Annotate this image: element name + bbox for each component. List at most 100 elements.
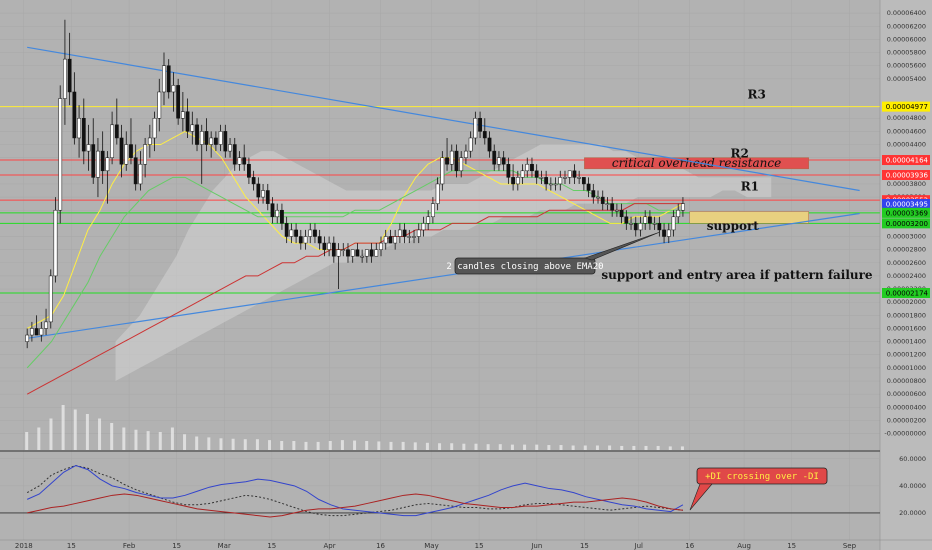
trendlines	[27, 46, 860, 339]
price-tag	[882, 287, 930, 298]
candle-body	[629, 223, 633, 225]
indicator-callout-text: +DI crossing over -DI	[705, 472, 819, 482]
candle-body	[171, 85, 176, 93]
candle-body	[322, 242, 327, 250]
candle-body	[402, 229, 407, 237]
candle-body	[468, 137, 473, 152]
price-tick-label: 0.00006200	[887, 22, 926, 30]
candle-body	[652, 223, 657, 225]
candle-body	[369, 249, 374, 257]
volume-bar	[401, 441, 405, 450]
candle-body	[374, 249, 379, 257]
candle-body	[596, 196, 600, 199]
candle-body	[265, 190, 270, 204]
price-tick-label: 0.00003800	[887, 180, 926, 188]
time-tick-label: Aug	[737, 542, 751, 550]
price-tick-label: 0.00001200	[887, 351, 926, 359]
candle-body	[563, 177, 567, 179]
price-tag-label: 0.00003936	[886, 172, 929, 180]
volume-bar	[668, 446, 672, 450]
price-tick-label: 0.00000400	[887, 403, 926, 411]
annotation-label: support and entry area if pattern failur…	[601, 268, 873, 282]
volume-bar	[134, 429, 138, 450]
volume-bar	[146, 431, 150, 450]
time-tick-label: 15	[267, 542, 276, 550]
candle-body	[129, 144, 133, 158]
candle-body	[190, 124, 195, 132]
price-tag	[882, 218, 930, 229]
time-tick-label: 2018	[15, 542, 33, 550]
price-tick-label: 0.00000800	[887, 377, 926, 385]
volume-bar	[510, 444, 514, 450]
zone-box	[689, 211, 809, 224]
time-tick-label: Apr	[324, 542, 336, 550]
candle-body	[275, 209, 280, 218]
candle-body	[515, 177, 520, 185]
candle-body	[247, 163, 251, 178]
time-axis[interactable]: 2018 15 Feb 15 Mar 15 Apr 16 May 15 Jun 15 Jul 16 Aug 1…	[15, 542, 857, 550]
candle-body	[610, 203, 615, 211]
price-tick-label: 0.00003000	[887, 232, 926, 240]
volume-bar	[316, 441, 320, 450]
candle-body	[251, 177, 256, 185]
price-tick-label: 0.00000600	[887, 390, 926, 398]
price-tag	[882, 101, 930, 112]
candle-body	[591, 190, 596, 198]
volume-bar	[571, 445, 575, 450]
candle-body	[138, 163, 143, 185]
candle-body	[525, 163, 530, 172]
volume-bar	[413, 442, 417, 450]
candle-body	[242, 157, 247, 165]
candle-body	[407, 236, 412, 238]
candle-body	[619, 209, 624, 218]
volume-bar	[438, 443, 442, 450]
candle-body	[96, 150, 100, 178]
volume-bar	[195, 436, 199, 450]
candle-body	[67, 58, 72, 93]
candle-body	[558, 177, 563, 185]
candle-body	[289, 229, 294, 237]
volume-bar	[328, 441, 332, 450]
candle-body	[58, 98, 63, 211]
candle-body	[341, 249, 346, 251]
candle-body	[492, 150, 497, 165]
candle-body	[501, 157, 506, 165]
price-tick-label: -0.00000000	[884, 430, 926, 438]
price-tick-label: 0.00001400	[887, 338, 926, 346]
candle-body	[86, 144, 91, 152]
candle-body	[218, 131, 223, 145]
time-tick-label: Sep	[843, 542, 857, 550]
volume-bar	[608, 445, 612, 450]
price-tick-label: 0.00002600	[887, 259, 926, 267]
callout-pointer	[584, 231, 661, 261]
volume-bar	[462, 443, 466, 450]
candle-body	[270, 203, 275, 218]
price-tag	[882, 155, 930, 166]
candle-body	[157, 91, 162, 119]
candle-body	[204, 131, 209, 145]
candle-body	[228, 144, 232, 152]
candle-body	[63, 58, 67, 99]
time-tick-label: 16	[376, 542, 385, 550]
time-tick-label: 15	[172, 542, 181, 550]
volume-bar	[583, 445, 587, 450]
ma-line	[26, 170, 683, 369]
candle-body	[464, 150, 468, 158]
candle-body	[497, 157, 501, 165]
candle-body	[256, 183, 261, 198]
candle-body	[364, 249, 369, 257]
candle-body	[397, 229, 402, 237]
trendline	[27, 212, 860, 339]
candle-body	[294, 229, 298, 237]
volume-bar	[656, 445, 660, 450]
candle-body	[152, 117, 157, 139]
candle-body	[426, 216, 431, 224]
candle-body	[166, 65, 171, 93]
candle-body	[520, 170, 525, 178]
volume-bar	[280, 441, 284, 450]
candle-body	[91, 144, 96, 178]
volume-bar	[559, 445, 563, 450]
candle-body	[643, 216, 648, 224]
price-tag-label: 0.00004164	[886, 157, 929, 165]
